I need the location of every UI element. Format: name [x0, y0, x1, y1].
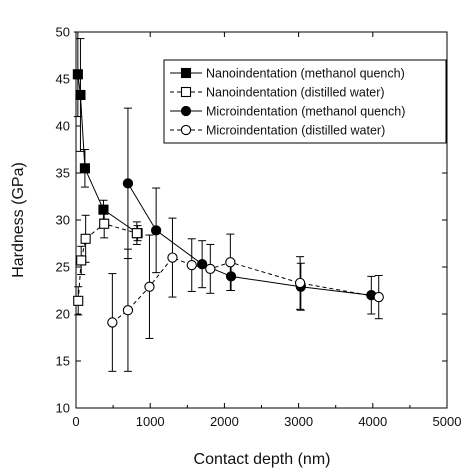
data-point — [205, 263, 216, 275]
legend-label: Microindentation (methanol quench) — [206, 105, 405, 119]
series-line — [112, 256, 379, 323]
legend-box — [163, 59, 447, 144]
legend-label: Nanoindentation (methanol quench) — [206, 67, 405, 81]
series-4 — [107, 217, 384, 372]
data-point — [122, 178, 134, 189]
data-point — [76, 255, 87, 266]
y-tick-label: 30 — [56, 213, 70, 228]
x-axis-title: Contact depth (nm) — [194, 451, 331, 468]
data-point — [294, 277, 306, 289]
x-tick-label: 0 — [72, 414, 79, 429]
data-point — [167, 252, 178, 263]
y-tick-label: 50 — [56, 25, 70, 40]
legend: Nanoindentation (methanol quench) Nanoind… — [163, 59, 447, 144]
axes: 0 1000 2000 3000 4000 5000 10 15 20 25 30 35 40 45 50 — [56, 25, 462, 430]
y-tick-label: 20 — [56, 307, 70, 322]
data-point — [122, 305, 134, 316]
y-tick-label: 25 — [56, 260, 70, 275]
x-tick-label: 2000 — [210, 414, 239, 429]
data-point — [373, 291, 384, 303]
legend-marker — [180, 124, 192, 136]
y-tick-label: 45 — [56, 72, 70, 87]
data-point — [99, 218, 110, 229]
x-tick-label: 3000 — [284, 414, 313, 429]
y-tick-label: 40 — [56, 119, 70, 134]
series-line — [127, 183, 372, 296]
x-tick-label: 5000 — [433, 414, 462, 429]
y-tick-label: 35 — [56, 166, 70, 181]
legend-marker — [180, 105, 192, 117]
legend-marker — [180, 86, 192, 98]
data-point — [225, 257, 236, 268]
plot-data — [72, 31, 384, 372]
legend-label: Nanoindentation (distilled water) — [206, 86, 385, 100]
data-point — [80, 233, 91, 244]
data-point — [107, 317, 118, 328]
data-point — [73, 295, 84, 306]
legend-marker — [180, 67, 192, 79]
data-point — [75, 89, 86, 101]
data-point — [150, 225, 162, 236]
data-point — [186, 259, 197, 271]
x-tick-label: 4000 — [358, 414, 387, 429]
data-point — [144, 281, 155, 292]
x-tick-label: 1000 — [136, 414, 165, 429]
y-tick-label: 10 — [56, 401, 70, 416]
data-point — [196, 259, 208, 270]
data-point — [225, 271, 237, 282]
data-point — [72, 69, 83, 80]
legend-label: Microindentation (distilled water) — [206, 124, 385, 138]
y-axis-title: Hardness (GPa) — [10, 162, 27, 278]
data-point — [131, 228, 142, 239]
series-2 — [73, 209, 142, 316]
y-tick-label: 15 — [56, 354, 70, 369]
data-point — [79, 163, 90, 174]
